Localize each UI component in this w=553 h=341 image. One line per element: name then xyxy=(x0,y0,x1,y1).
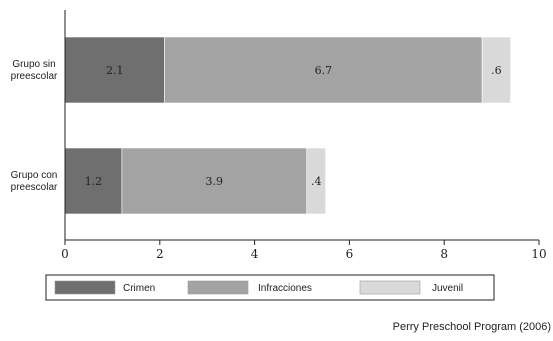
data-label-infracciones-1: 6.7 xyxy=(315,64,333,77)
x-tick-label-0: 0 xyxy=(61,247,69,261)
data-label-crimen-2: 1.2 xyxy=(85,175,103,188)
bar-infracciones-1 xyxy=(164,36,483,104)
bars-layer xyxy=(64,36,511,215)
bar-crimen-2 xyxy=(64,147,123,215)
category-label-2: Grupo con preescolar xyxy=(11,170,58,193)
x-tick-label-4: 4 xyxy=(251,247,259,261)
x-tick-label-6: 6 xyxy=(346,247,354,261)
source-caption: Perry Preschool Program (2006) xyxy=(393,321,551,333)
legend-swatch-juvenil xyxy=(359,280,421,295)
data-label-crimen-1: 2.1 xyxy=(106,64,124,77)
category-labels-layer: Grupo sin preescolar Grupo con preescolar xyxy=(11,59,58,193)
bar-crimen-1 xyxy=(64,36,165,104)
bar-juvenil-1 xyxy=(481,36,511,104)
legend-swatch-crimen xyxy=(54,280,116,295)
legend-swatch-infracciones xyxy=(187,280,249,295)
data-label-infracciones-2: 3.9 xyxy=(206,175,224,188)
bar-juvenil-2 xyxy=(306,147,326,215)
x-tick-label-2: 2 xyxy=(156,247,164,261)
bar-infracciones-2 xyxy=(121,147,308,215)
x-tick-label-10: 10 xyxy=(531,247,546,261)
legend: Crimen Infracciones Juvenil xyxy=(45,274,495,301)
x-tick-label-8: 8 xyxy=(440,247,448,261)
legend-label-infracciones: Infracciones xyxy=(258,283,312,294)
x-axis-ticks: 0 2 4 6 8 10 xyxy=(61,240,547,261)
legend-label-juvenil: Juvenil xyxy=(432,283,463,294)
data-label-juvenil-1: .6 xyxy=(491,64,502,77)
category-label-1: Grupo sin preescolar xyxy=(11,59,58,82)
data-labels-layer: 2.1 6.7 .6 1.2 3.9 .4 xyxy=(85,64,502,188)
legend-label-crimen: Crimen xyxy=(123,283,155,294)
data-label-juvenil-2: .4 xyxy=(311,175,322,188)
